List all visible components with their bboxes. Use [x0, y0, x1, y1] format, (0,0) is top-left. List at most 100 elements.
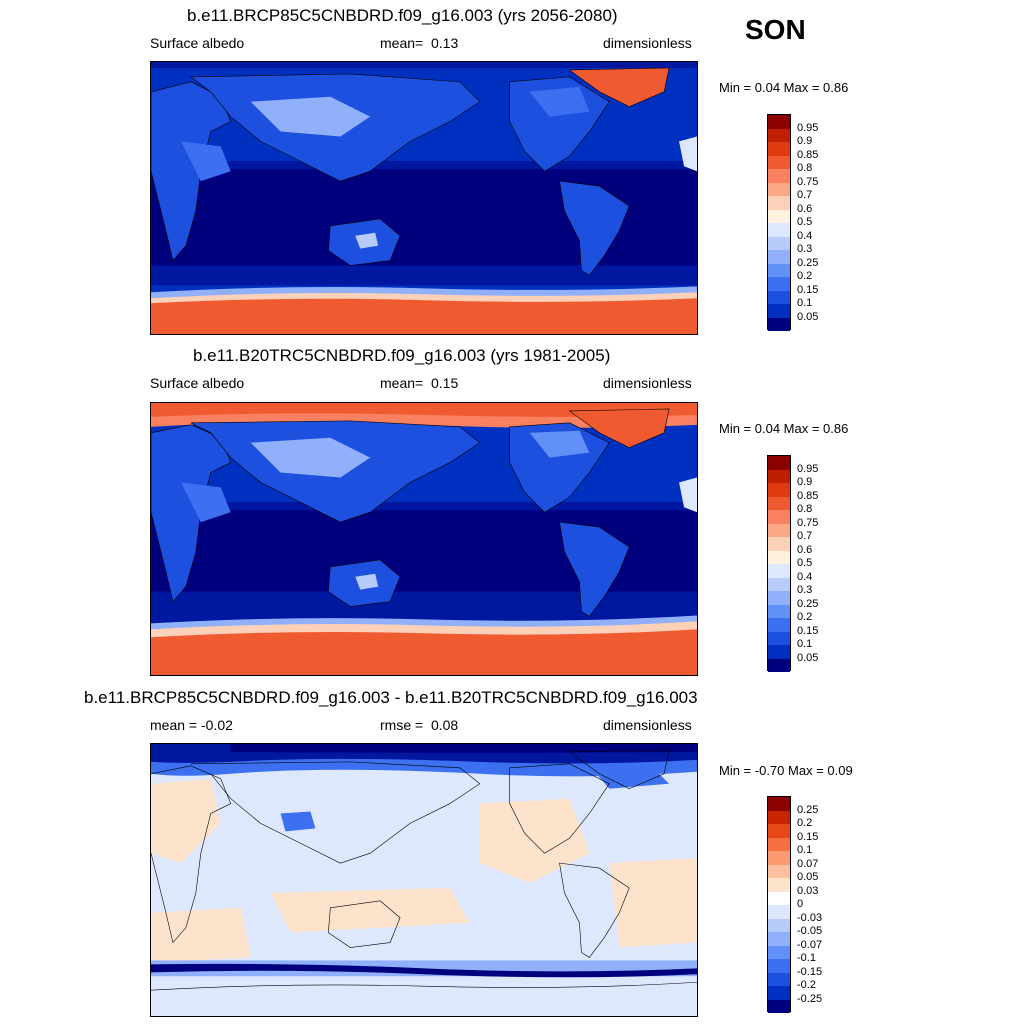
colorbar-tick-label: 0.3 — [797, 584, 813, 596]
colorbar-tick-label: 0.15 — [797, 624, 819, 637]
colorbar-tick-label: 0.2 — [797, 817, 813, 829]
colorbar-bin — [768, 128, 790, 142]
colorbar-bin — [768, 155, 790, 169]
panel-3-rmse-value: 0.08 — [430, 717, 459, 733]
colorbar-tick-label: -0.1 — [797, 952, 816, 964]
panel-1-mean-value: 0.13 — [430, 35, 459, 51]
colorbar-bin — [768, 618, 790, 632]
panel-3-rmse-label: rmse = — [380, 717, 424, 733]
colorbar-bin — [768, 142, 790, 156]
colorbar-tick-label: 0.95 — [797, 121, 819, 134]
panel-2-minmax: Min = 0.04 Max = 0.86 — [719, 421, 849, 436]
colorbar-bin — [768, 550, 790, 564]
colorbar-tick-label: 0.1 — [797, 297, 813, 309]
colorbar-tick-label: -0.2 — [797, 979, 816, 991]
colorbar-bin — [768, 169, 790, 183]
colorbar-bin — [768, 182, 790, 196]
colorbar-bin — [768, 115, 790, 129]
colorbar-bin — [768, 209, 790, 223]
colorbar-tick-label: 0.75 — [797, 516, 819, 529]
colorbar-tick-label: 0.7 — [797, 530, 813, 542]
colorbar-bin — [768, 797, 790, 811]
colorbar-tick-label: -0.25 — [797, 992, 823, 1005]
colorbar-bin — [768, 658, 790, 672]
panel-1-title: b.e11.BRCP85C5CNBDRD.f09_g16.003 (yrs 20… — [187, 6, 618, 25]
colorbar-tick-label: 0.1 — [797, 638, 813, 650]
panel-2-title: b.e11.B20TRC5CNBDRD.f09_g16.003 (yrs 198… — [193, 346, 611, 365]
colorbar-tick-label: 0.07 — [797, 857, 819, 870]
colorbar-bin — [768, 905, 790, 919]
colorbar-tick-label: 0.1 — [797, 844, 813, 856]
panel-2-colorbar — [767, 455, 791, 672]
colorbar-bin — [768, 932, 790, 946]
colorbar-bin — [768, 277, 790, 291]
colorbar-bin — [768, 810, 790, 824]
colorbar-tick-label: 0.4 — [797, 229, 813, 242]
colorbar-bin — [768, 537, 790, 551]
colorbar-tick-label: -0.15 — [797, 965, 823, 978]
panel-2-mean-label: mean= — [380, 375, 424, 391]
colorbar-bin — [768, 945, 790, 959]
colorbar-bin — [768, 837, 790, 851]
colorbar-bin — [768, 864, 790, 878]
season-label: SON — [745, 14, 806, 45]
colorbar-tick-label: 0.05 — [797, 871, 819, 883]
colorbar-tick-label: -0.05 — [797, 925, 823, 937]
colorbar-tick-label: 0.85 — [797, 148, 819, 161]
colorbar-bin — [768, 290, 790, 304]
colorbar-tick-label: 0.95 — [797, 462, 819, 475]
colorbar-bin — [768, 469, 790, 483]
colorbar-bin — [768, 878, 790, 892]
panel-2-units: dimensionless — [603, 375, 692, 391]
colorbar-tick-label: -0.07 — [797, 938, 823, 951]
colorbar-bin — [768, 959, 790, 973]
colorbar-tick-label: -0.03 — [797, 911, 823, 924]
colorbar-tick-label: 0.15 — [797, 283, 819, 296]
colorbar-bin — [768, 250, 790, 264]
colorbar-tick-label: 0.2 — [797, 611, 813, 623]
colorbar-bin — [768, 304, 790, 318]
colorbar-tick-label: 0.25 — [797, 803, 819, 816]
panel-3-minmax: Min = -0.70 Max = 0.09 — [719, 763, 853, 778]
colorbar-tick-label: 0.5 — [797, 557, 813, 569]
colorbar-tick-label: 0.8 — [797, 503, 813, 515]
panel-1-colorbar — [767, 114, 791, 331]
colorbar-tick-label: 0.4 — [797, 570, 813, 583]
panel-1-map — [150, 61, 698, 335]
colorbar-tick-label: 0.5 — [797, 216, 813, 228]
colorbar-tick-label: 0.75 — [797, 175, 819, 188]
colorbar-bin — [768, 604, 790, 618]
colorbar-tick-label: 0.05 — [797, 310, 819, 323]
colorbar-tick-label: 0.7 — [797, 189, 813, 201]
colorbar-bin — [768, 564, 790, 578]
colorbar-bin — [768, 851, 790, 865]
colorbar-bin — [768, 236, 790, 250]
panel-1-units: dimensionless — [603, 35, 692, 51]
panel-2-mean-value: 0.15 — [430, 375, 459, 391]
colorbar-bin — [768, 483, 790, 497]
colorbar-bin — [768, 591, 790, 605]
colorbar-tick-label: 0 — [797, 898, 804, 910]
colorbar-bin — [768, 523, 790, 537]
colorbar-tick-label: 0.8 — [797, 162, 813, 174]
colorbar-bin — [768, 223, 790, 237]
colorbar-bin — [768, 510, 790, 524]
colorbar-tick-label: 0.6 — [797, 543, 813, 556]
panel-3-colorbar — [767, 796, 791, 1013]
panel-1-minmax: Min = 0.04 Max = 0.86 — [719, 80, 849, 95]
panel-3-units: dimensionless — [603, 717, 692, 733]
panel-2-map — [150, 402, 698, 676]
colorbar-bin — [768, 456, 790, 470]
colorbar-bin — [768, 496, 790, 510]
colorbar-bin — [768, 577, 790, 591]
colorbar-bin — [768, 645, 790, 659]
panel-3-rmse: rmse = 0.08 — [380, 717, 458, 733]
panel-3-mean: mean = -0.02 — [150, 717, 233, 733]
colorbar-bin — [768, 631, 790, 645]
colorbar-tick-label: 0.25 — [797, 597, 819, 610]
colorbar-tick-label: 0.03 — [797, 884, 819, 897]
colorbar-bin — [768, 918, 790, 932]
colorbar-tick-label: 0.6 — [797, 202, 813, 215]
colorbar-bin — [768, 891, 790, 905]
panel-3-map — [150, 743, 698, 1017]
